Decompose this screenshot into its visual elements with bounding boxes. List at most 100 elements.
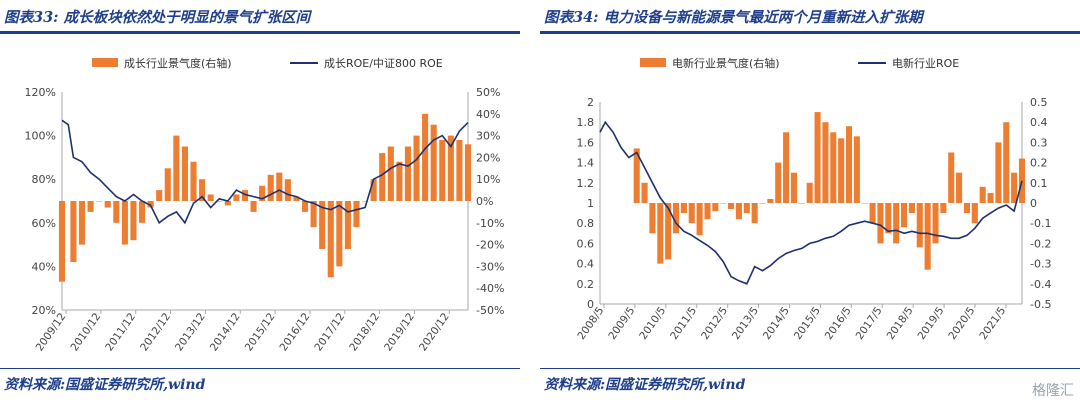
bar [284, 179, 291, 201]
bar [885, 203, 892, 234]
bar [633, 148, 640, 203]
bar [861, 203, 868, 204]
right-axis-tick-label: -0.1 [1030, 217, 1051, 230]
bar [853, 136, 860, 203]
title-rule [540, 31, 1080, 34]
right-axis-tick-label: -0.4 [1030, 278, 1051, 291]
right-axis-tick-label: 0.4 [1030, 116, 1048, 129]
bar [456, 139, 463, 201]
bar [396, 161, 403, 201]
chart-title: 图表34: 电力设备与新能源景气最近两个月重新进入扩张期 [544, 9, 923, 26]
bar [775, 162, 782, 203]
legend-label-bar: 电新行业景气度(右轴) [672, 56, 780, 70]
x-axis-tick-label: 2012/5 [699, 305, 730, 342]
bar [301, 201, 309, 212]
x-axis-tick-label: 2017/12 [312, 311, 347, 354]
bar [216, 201, 223, 202]
left-axis-tick-label: 0.4 [577, 258, 595, 271]
bar [893, 203, 900, 244]
bar [173, 135, 180, 201]
right-axis-tick-label: -30% [476, 260, 504, 273]
bar [845, 126, 853, 203]
bar [464, 144, 472, 201]
bar [327, 201, 334, 278]
title-rule [0, 31, 520, 34]
bar [70, 201, 77, 263]
chart-source: 资料来源:国盛证券研究所,wind [4, 377, 206, 393]
series-line [61, 119, 469, 225]
bar [121, 201, 128, 245]
bar [379, 153, 386, 201]
x-axis-tick-label: 2012/12 [138, 311, 173, 354]
left-axis-tick-label: 60% [32, 217, 56, 230]
bar [665, 203, 672, 260]
bar [869, 203, 876, 224]
bar [743, 203, 750, 214]
x-axis-tick-label: 2021/5 [977, 305, 1008, 342]
bar [370, 179, 377, 201]
x-axis-tick-label: 2019/12 [382, 311, 417, 354]
bar [790, 172, 798, 203]
right-axis-tick-label: -0.2 [1030, 237, 1051, 250]
bar [250, 201, 257, 212]
bar [267, 174, 274, 201]
bar [924, 203, 931, 270]
right-axis-tick-label: 20% [476, 151, 500, 164]
bar [814, 112, 821, 203]
left-axis-tick-label: 1.2 [577, 177, 595, 190]
bar [641, 182, 648, 203]
x-axis-tick-label: 2014/12 [208, 311, 243, 354]
watermark-logo: 格隆汇 [1032, 383, 1074, 399]
x-axis-tick-label: 2013/5 [730, 305, 761, 342]
left-axis-tick-label: 1.4 [577, 157, 595, 170]
right-axis-tick-label: 0% [476, 195, 493, 208]
right-axis-tick-label: -0.3 [1030, 258, 1051, 271]
x-axis-tick-label: 2010/12 [68, 311, 103, 354]
bar [783, 132, 790, 203]
left-axis-tick-label: 2 [587, 96, 594, 109]
left-axis-tick-label: 0.2 [577, 278, 595, 291]
bar [932, 203, 939, 244]
bar [293, 196, 300, 201]
left-axis-tick-label: 0.8 [577, 217, 595, 230]
bar [447, 135, 454, 201]
right-axis-tick-label: 0 [1030, 197, 1037, 210]
bar [956, 172, 963, 203]
source-rule [540, 368, 1080, 369]
bar [830, 132, 837, 203]
bar [798, 203, 805, 204]
chart-source: 资料来源:国盛证券研究所,wind [544, 377, 746, 393]
bar [751, 203, 758, 224]
right-axis-tick-label: 0.5 [1030, 96, 1048, 109]
bar [156, 190, 163, 201]
chart-34: 电新行业景气度(右轴) 电新行业ROE 2 1.8 1.6 1.4 1.2 1 0.8 0.6 0.… [575, 56, 1051, 342]
x-axis-tick-label: 2014/5 [761, 305, 792, 342]
chart-title: 图表33: 成长板块依然处于明显的景气扩张区间 [4, 9, 311, 26]
bar [1018, 158, 1026, 203]
bar [404, 146, 412, 201]
x-axis-tick-label: 2009/5 [606, 305, 637, 342]
bar [901, 203, 908, 228]
bar [712, 203, 719, 212]
x-axis-tick-label: 2009/12 [34, 311, 69, 354]
left-axis-tick-label: 0 [587, 298, 594, 311]
bar [147, 201, 154, 208]
bar [728, 203, 735, 210]
right-axis-tick-label: 10% [476, 173, 500, 186]
bar [224, 201, 231, 206]
x-axis-tick-label: 2010/5 [637, 305, 668, 342]
bar [422, 113, 429, 201]
bar [139, 201, 146, 223]
left-axis-tick-label: 40% [32, 260, 56, 273]
chart-33: 成长行业景气度(右轴) 成长ROE/中证800 ROE 120% 100% 80% 60%… [25, 56, 505, 354]
bar [672, 203, 680, 234]
right-axis-tick-label: 40% [476, 108, 500, 121]
x-axis-tick-label: 2015/5 [792, 305, 823, 342]
left-axis-tick-label: 100% [25, 130, 56, 143]
bar [822, 122, 829, 203]
right-axis-tick-label: -50% [476, 304, 504, 317]
legend-label-bar: 成长行业景气度(右轴) [124, 56, 232, 70]
left-axis-tick-label: 1.6 [577, 136, 595, 149]
bar [336, 201, 343, 267]
